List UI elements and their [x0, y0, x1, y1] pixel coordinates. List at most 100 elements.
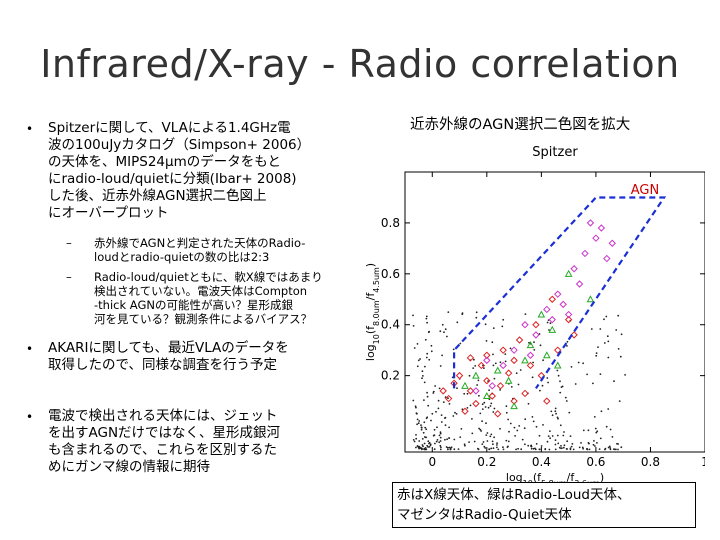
- background-point: [542, 424, 544, 426]
- background-point: [595, 354, 598, 357]
- background-point: [524, 443, 526, 446]
- series-point: [586, 295, 595, 303]
- background-point: [596, 442, 598, 444]
- background-point: [422, 375, 424, 377]
- background-point: [492, 443, 494, 446]
- background-point: [464, 444, 466, 447]
- background-point: [433, 428, 436, 431]
- series-point: [537, 310, 546, 318]
- background-point: [453, 448, 456, 451]
- background-point: [446, 335, 448, 338]
- background-point: [516, 429, 519, 432]
- background-point: [550, 410, 553, 413]
- background-point: [413, 347, 416, 349]
- background-point: [442, 401, 445, 403]
- background-point: [566, 448, 568, 450]
- background-point: [439, 444, 442, 447]
- background-point: [420, 424, 422, 426]
- background-point: [436, 426, 438, 429]
- background-point: [603, 342, 606, 344]
- background-point: [578, 446, 581, 449]
- series-point: [603, 254, 611, 263]
- background-point: [566, 345, 568, 347]
- background-point: [574, 383, 577, 385]
- series-point: [488, 392, 496, 400]
- background-point: [582, 429, 585, 432]
- background-point: [594, 445, 596, 447]
- color-color-plot: Spitzer AGN 00.20.40.60.81 0.20.40.60.8 …: [364, 145, 705, 484]
- background-point: [426, 321, 428, 324]
- background-point: [477, 379, 480, 382]
- plot-heading: 近赤外線のAGN選択二色図を拡大: [410, 117, 631, 133]
- background-point: [619, 355, 622, 358]
- background-point: [456, 387, 458, 389]
- series-point: [483, 377, 491, 385]
- background-point: [590, 328, 593, 330]
- series-point: [466, 354, 475, 362]
- background-point: [459, 436, 462, 438]
- background-point: [596, 430, 599, 433]
- background-point: [421, 377, 423, 380]
- background-point: [604, 448, 606, 451]
- bullet-list: • Spitzerに関して、VLAによる1.4GHz電 波の100uJyカタログ…: [26, 120, 366, 486]
- background-point: [538, 448, 541, 451]
- background-point: [489, 435, 492, 438]
- background-point: [599, 328, 602, 330]
- series-point: [482, 391, 491, 399]
- background-point: [551, 435, 554, 437]
- background-point: [430, 419, 432, 422]
- background-point: [450, 446, 453, 449]
- background-point: [504, 353, 507, 355]
- background-point: [416, 418, 419, 421]
- background-point: [502, 448, 505, 451]
- background-point: [479, 412, 482, 415]
- background-point: [577, 361, 580, 364]
- background-point: [426, 391, 428, 394]
- background-point: [471, 432, 474, 435]
- background-point: [439, 448, 442, 451]
- background-point: [492, 327, 495, 329]
- background-point: [618, 400, 621, 402]
- background-point: [492, 447, 495, 450]
- series-point: [570, 331, 578, 339]
- background-point: [423, 436, 426, 438]
- x-tick-label: 0.8: [641, 455, 660, 469]
- background-point: [417, 359, 420, 362]
- background-point: [510, 386, 513, 388]
- series-point: [515, 336, 524, 344]
- background-point: [475, 311, 478, 314]
- background-point: [478, 394, 480, 397]
- background-point: [599, 373, 602, 375]
- background-point: [508, 430, 510, 433]
- background-point: [613, 380, 615, 383]
- series-point: [526, 351, 535, 359]
- series-point: [532, 331, 540, 339]
- background-point: [418, 445, 421, 448]
- background-point: [551, 414, 554, 417]
- background-point: [487, 406, 490, 409]
- background-point: [570, 445, 573, 448]
- background-point: [586, 373, 588, 376]
- background-point: [609, 447, 612, 449]
- background-point: [428, 358, 431, 361]
- background-point: [559, 380, 561, 383]
- background-point: [554, 448, 557, 451]
- background-point: [423, 399, 425, 401]
- background-point: [426, 395, 429, 398]
- series-point: [472, 387, 480, 395]
- background-point: [427, 440, 430, 443]
- background-point: [412, 399, 415, 402]
- background-point: [502, 446, 504, 449]
- background-point: [532, 361, 534, 364]
- series-point: [510, 402, 518, 410]
- background-point: [444, 328, 447, 331]
- background-point: [418, 440, 421, 442]
- background-point: [440, 414, 443, 416]
- background-point: [424, 426, 427, 429]
- background-point: [531, 416, 534, 418]
- background-point: [426, 352, 429, 355]
- background-point: [413, 440, 416, 443]
- background-point: [438, 441, 441, 444]
- background-point: [439, 431, 442, 434]
- series-point: [439, 387, 447, 395]
